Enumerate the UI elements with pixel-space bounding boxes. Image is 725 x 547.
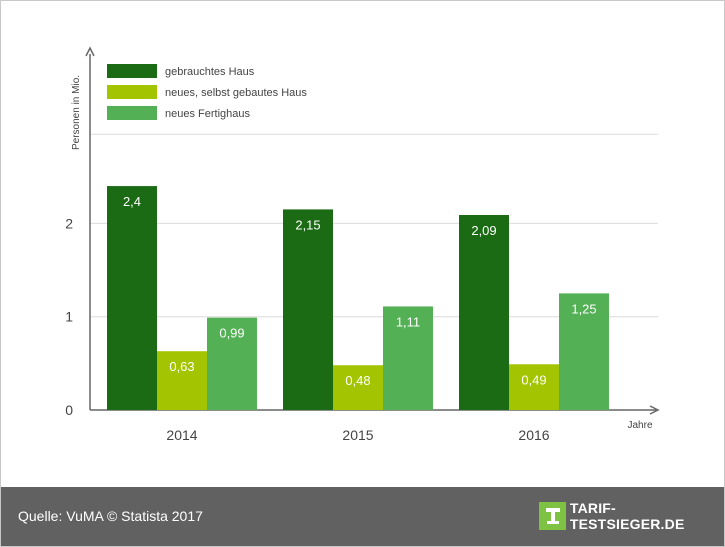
- bar: [509, 364, 559, 410]
- legend-label: neues, selbst gebautes Haus: [165, 87, 307, 99]
- y-axis-label: Personen in Mio.: [71, 75, 82, 150]
- bar-value-label: 2,09: [471, 223, 496, 238]
- bar-value-label: 0,63: [169, 359, 194, 374]
- x-tick-label: 2014: [166, 427, 197, 443]
- x-tick-label: 2015: [342, 427, 373, 443]
- x-tick-label: 2016: [518, 427, 549, 443]
- legend-swatch: [107, 106, 157, 120]
- y-tick-label: 1: [65, 309, 73, 325]
- legend-swatch: [107, 85, 157, 99]
- y-tick-label: 2: [65, 215, 73, 231]
- bar: [107, 186, 157, 410]
- bar-value-label: 0,99: [219, 326, 244, 341]
- bar: [383, 306, 433, 410]
- bar-value-label: 0,49: [521, 372, 546, 387]
- source-text: Quelle: VuMA © Statista 2017: [18, 508, 203, 524]
- brand-logo: TARIF-TESTSIEGER.DE: [539, 500, 724, 532]
- bar: [207, 317, 257, 410]
- x-axis-label: Jahre: [627, 420, 652, 431]
- legend-swatch: [107, 64, 157, 78]
- trophy-icon: [539, 502, 566, 530]
- bar-chart: 0 1 2 Personen in Mio. Jahre 2,4 0,63 0,99 2014 2…: [65, 46, 660, 443]
- bar: [283, 209, 333, 410]
- bar-value-label: 2,4: [123, 194, 141, 209]
- bar: [559, 293, 609, 410]
- logo-text: TARIF-TESTSIEGER.DE: [569, 500, 685, 532]
- y-tick-label: 0: [65, 402, 73, 418]
- bar-value-label: 2,15: [295, 217, 320, 232]
- bar-value-label: 1,25: [571, 301, 596, 316]
- footer-bar: Quelle: VuMA © Statista 2017 TARIF-TESTS…: [1, 487, 724, 546]
- x-axis-arrow: [649, 405, 660, 415]
- bar-value-label: 1,11: [396, 314, 420, 329]
- bar: [157, 351, 207, 410]
- bar: [333, 365, 383, 410]
- bar-value-label: 0,48: [345, 373, 370, 388]
- y-axis-arrow: [85, 46, 95, 57]
- legend-label: neues Fertighaus: [165, 108, 250, 120]
- bar: [459, 215, 509, 410]
- legend-label: gebrauchtes Haus: [165, 66, 255, 78]
